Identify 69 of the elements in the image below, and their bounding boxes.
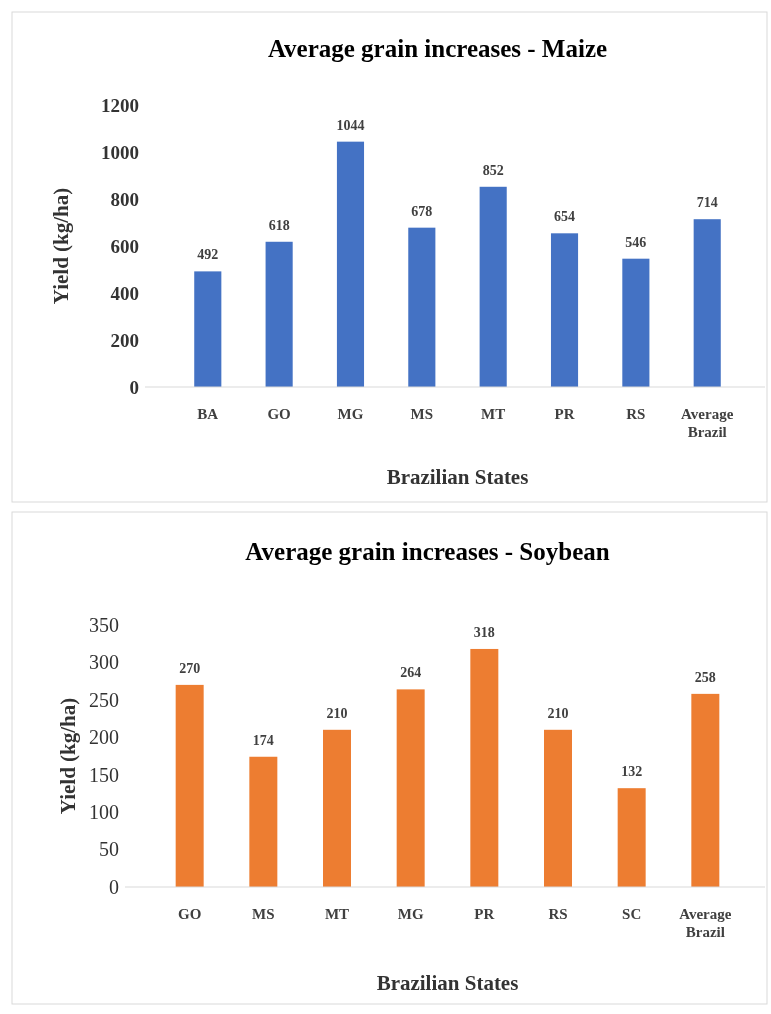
bar	[691, 693, 720, 887]
y-tick-label: 150	[89, 763, 119, 786]
y-tick-label: 350	[89, 613, 119, 636]
bar	[693, 219, 721, 387]
chart-title: Average grain increases - Maize	[267, 35, 608, 62]
data-label: 132	[621, 764, 643, 780]
x-tick-label: MS	[410, 406, 434, 422]
x-tick-label: GO	[178, 906, 202, 922]
y-tick-label: 1200	[101, 94, 139, 116]
x-tick-label: MG	[337, 406, 364, 422]
data-label: 678	[411, 203, 433, 219]
y-tick-label: 250	[89, 688, 119, 711]
y-tick-label: 100	[89, 801, 119, 824]
y-tick-label: 50	[99, 838, 119, 861]
y-tick-label: 200	[89, 726, 119, 749]
data-label: 174	[252, 732, 274, 748]
data-label: 270	[179, 660, 201, 676]
x-tick-label: PR	[554, 406, 575, 422]
bar	[470, 648, 499, 887]
x-axis-title: Brazilian States	[386, 465, 529, 489]
y-tick-label: 300	[89, 651, 119, 674]
bar	[408, 227, 436, 387]
chart-title: Average grain increases - Soybean	[245, 538, 610, 565]
x-tick-label: MG	[397, 906, 424, 922]
data-label: 714	[696, 195, 718, 211]
bar	[622, 258, 650, 387]
data-label: 618	[268, 217, 290, 233]
x-tick-label: BA	[197, 406, 219, 422]
y-tick-label: 200	[110, 329, 139, 351]
bar	[550, 233, 579, 387]
data-label: 258	[694, 669, 716, 685]
bar	[194, 271, 222, 387]
data-label: 210	[547, 705, 569, 721]
bar	[336, 141, 365, 387]
x-tick-label: SC	[622, 906, 642, 922]
x-tick-label: MT	[481, 406, 506, 422]
bar	[617, 788, 646, 887]
y-tick-label: 800	[110, 188, 139, 210]
x-tick-label: RS	[626, 406, 646, 422]
data-label: 492	[197, 247, 219, 263]
x-tick-label: MS	[252, 906, 275, 922]
data-label: 852	[482, 162, 504, 178]
y-axis-title: Yield (kg/ha)	[56, 697, 80, 815]
data-label: 654	[554, 209, 576, 225]
bar	[479, 186, 507, 387]
bar	[249, 756, 278, 887]
x-tick-label: Average Brazil	[679, 906, 732, 940]
x-tick-label: MT	[324, 906, 350, 922]
y-tick-label: 0	[109, 875, 119, 898]
data-label: 210	[326, 705, 348, 721]
bar	[323, 729, 351, 887]
bar	[265, 241, 293, 387]
x-tick-label: RS	[548, 906, 568, 922]
x-axis-title: Brazilian States	[376, 971, 519, 995]
y-axis-title: Yield (kg/ha)	[49, 187, 73, 305]
x-tick-label: GO	[267, 406, 291, 422]
y-tick-label: 0	[129, 376, 139, 398]
x-tick-label: Average Brazil	[681, 406, 734, 440]
data-label: 1044	[336, 117, 365, 133]
x-tick-label: PR	[474, 906, 495, 922]
data-label: 264	[400, 665, 422, 681]
y-tick-label: 400	[110, 282, 139, 304]
bar	[175, 684, 204, 887]
data-label: 546	[625, 234, 647, 250]
y-tick-label: 1000	[101, 141, 139, 163]
y-tick-label: 600	[110, 235, 139, 257]
bar	[544, 729, 572, 887]
data-label: 318	[473, 624, 495, 640]
bar	[396, 689, 425, 887]
